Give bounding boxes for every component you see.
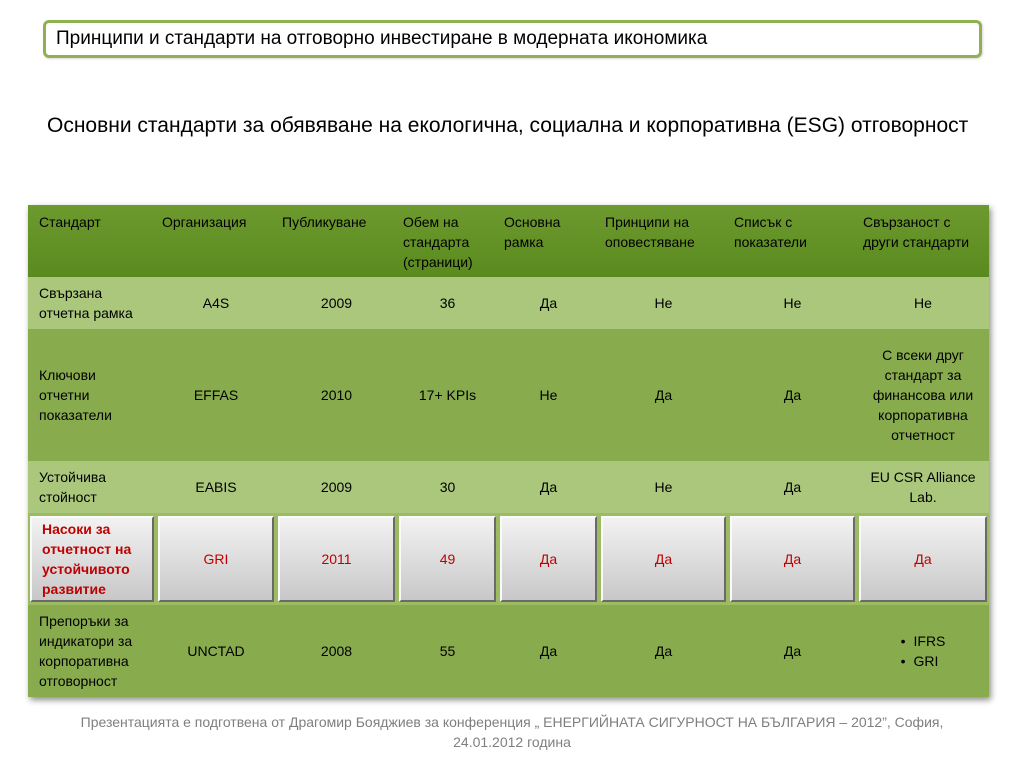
cell-published: 2010 xyxy=(320,387,353,403)
cell-indicators: Да xyxy=(783,479,802,495)
cell-disclosure: Не xyxy=(654,479,673,495)
cell-standard: Ключови отчетни показатели xyxy=(39,367,112,423)
related-standards-list: IFRS GRI xyxy=(901,631,946,671)
header-published: Публикуване xyxy=(282,214,367,230)
header-volume: Обем на стандарта (страници) xyxy=(403,214,473,270)
cell-indicators: Да xyxy=(783,387,802,403)
table-row: Ключови отчетни показатели EFFAS 2010 17… xyxy=(28,329,989,461)
slide-title-box: Принципи и стандарти на отговорно инвест… xyxy=(43,20,982,58)
table-row: Устойчива стойност EABIS 2009 30 Да Не Д… xyxy=(28,461,989,513)
slide-subtitle: Основни стандарти за обявяване на еколог… xyxy=(47,114,969,137)
cell-disclosure: Да xyxy=(654,387,673,403)
table-row-highlighted: Насоки за отчетност на устойчивото разви… xyxy=(28,513,989,605)
cell-volume: 30 xyxy=(439,479,456,495)
cell-volume: 49 xyxy=(399,516,496,602)
cell-framework: Да xyxy=(539,479,558,495)
footer-line-2: 24.01.2012 година xyxy=(453,734,571,750)
cell-published: 2008 xyxy=(320,643,353,659)
cell-indicators: Да xyxy=(730,516,855,602)
cell-related: EU CSR Alliance Lab. xyxy=(870,469,976,505)
cell-related: С всеки друг стандарт за финансова или к… xyxy=(872,347,974,443)
cell-published: 2009 xyxy=(320,479,353,495)
slide-title: Принципи и стандарти на отговорно инвест… xyxy=(56,28,708,49)
standards-table-container: Стандарт Организация Публикуване Обем на… xyxy=(28,205,989,697)
table-row: Препоръки за индикатори за корпоративна … xyxy=(28,605,989,697)
list-item: GRI xyxy=(901,651,946,671)
header-standard: Стандарт xyxy=(39,214,101,230)
cell-framework: Не xyxy=(539,387,558,403)
cell-volume: 36 xyxy=(439,295,456,311)
cell-organization: EABIS xyxy=(195,479,237,495)
footer-line-1: Презентацията е подготвена от Драгомир Б… xyxy=(80,714,944,730)
cell-standard: Свързана отчетна рамка xyxy=(39,285,133,321)
cell-framework: Да xyxy=(539,295,558,311)
cell-related: IFRS GRI xyxy=(857,605,989,697)
cell-published: 2009 xyxy=(320,295,353,311)
cell-organization: GRI xyxy=(158,516,274,602)
cell-organization: EFFAS xyxy=(193,387,239,403)
cell-disclosure: Да xyxy=(654,643,673,659)
cell-standard: Насоки за отчетност на устойчивото разви… xyxy=(30,516,154,602)
cell-indicators: Да xyxy=(783,643,802,659)
cell-indicators: Не xyxy=(783,295,802,311)
cell-volume: 17+ KPIs xyxy=(418,387,477,403)
header-indicator-list: Списък с показатели xyxy=(734,214,807,250)
table-row: Свързана отчетна рамка A4S 2009 36 Да Не… xyxy=(28,277,989,329)
standards-table: Стандарт Организация Публикуване Обем на… xyxy=(28,205,989,697)
header-organization: Организация xyxy=(162,214,247,230)
cell-standard: Устойчива стойност xyxy=(39,469,106,505)
cell-organization: UNCTAD xyxy=(187,643,245,659)
cell-related: Не xyxy=(914,295,932,311)
header-related-standards: Свързаност с други стандарти xyxy=(863,214,970,250)
cell-volume: 55 xyxy=(439,643,456,659)
cell-published: 2011 xyxy=(278,516,395,602)
header-framework: Основна рамка xyxy=(504,214,561,250)
cell-framework: Да xyxy=(500,516,597,602)
table-header-row: Стандарт Организация Публикуване Обем на… xyxy=(28,205,989,277)
cell-disclosure: Да xyxy=(601,516,726,602)
header-disclosure-principles: Принципи на оповестяване xyxy=(605,214,695,250)
slide-footer: Презентацията е подготвена от Драгомир Б… xyxy=(20,712,1004,752)
cell-related: Да xyxy=(859,516,987,602)
cell-organization: A4S xyxy=(202,295,230,311)
cell-standard: Препоръки за индикатори за корпоративна … xyxy=(39,613,133,689)
cell-framework: Да xyxy=(539,643,558,659)
cell-disclosure: Не xyxy=(654,295,673,311)
list-item: IFRS xyxy=(901,631,946,651)
